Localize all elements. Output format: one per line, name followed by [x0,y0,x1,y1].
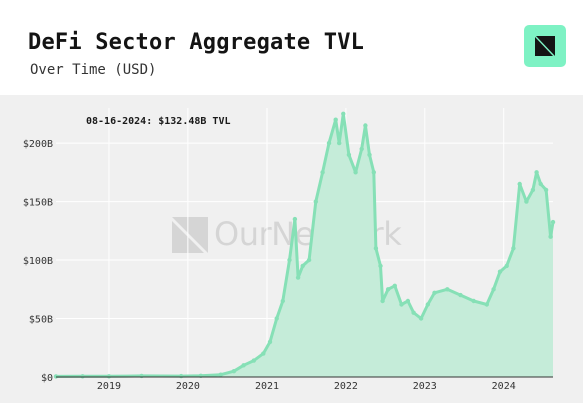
x-tick-label: 2021 [255,381,279,392]
data-point [179,373,184,379]
data-point [378,263,383,269]
data-point [543,187,549,193]
data-point [295,275,301,280]
data-point [333,117,338,122]
data-point [511,246,516,251]
data-point [399,302,404,307]
data-point [306,257,312,263]
data-point [445,287,450,292]
data-point [504,263,509,269]
data-point [548,234,553,239]
data-point [418,316,424,321]
chart-subtitle: Over Time (USD) [30,62,157,78]
data-point [231,369,237,374]
data-point [530,187,536,193]
data-point [411,310,416,315]
data-point [300,263,305,269]
data-point [261,351,266,356]
data-point [326,140,332,146]
series-area [56,113,553,378]
y-tick-label: $0 [41,373,53,384]
data-point [497,269,503,274]
data-point [320,170,325,175]
data-point [80,374,85,379]
x-tick-label: 2023 [413,381,437,392]
data-point [267,339,273,345]
data-point [550,219,556,225]
data-point [385,287,391,292]
data-point [287,257,292,263]
y-tick-label: $200B [23,139,53,150]
data-point [538,181,543,187]
data-point [346,152,352,157]
data-point [218,372,223,377]
data-point [341,111,346,117]
y-tick-label: $50B [29,315,53,326]
data-point [432,290,437,295]
series-line [55,112,555,378]
data-point [517,181,522,187]
data-point [534,170,539,175]
x-tick-label: 2019 [97,381,121,392]
data-point [292,216,298,222]
ournetwork-logo-icon [524,25,566,67]
chart-title: DeFi Sector Aggregate TVL [28,30,365,55]
data-point [491,287,496,292]
data-point [484,302,489,307]
data-point [405,298,411,304]
data-point [353,170,358,175]
data-point [251,358,256,363]
data-point [471,298,476,304]
data-point [337,140,342,146]
data-point [425,302,430,307]
data-point [106,374,112,379]
latest-value-annotation: 08-16-2024: $132.48B TVL [86,116,231,127]
x-tick-label: 2020 [176,381,200,392]
x-tick-label: 2024 [492,381,516,392]
data-point [373,246,379,251]
data-point [380,298,385,304]
data-point [524,199,529,204]
y-tick-label: $150B [23,198,53,209]
data-point [280,298,285,304]
data-point [241,363,246,368]
data-point [359,146,364,152]
data-point [363,123,368,128]
data-point [458,292,463,298]
data-point [274,316,279,321]
data-point [392,283,397,288]
y-tick-label: $100B [23,256,53,267]
x-tick-label: 2022 [334,381,358,392]
data-point [53,374,59,379]
data-point [371,170,376,175]
data-point [367,152,372,157]
data-point [313,199,318,204]
